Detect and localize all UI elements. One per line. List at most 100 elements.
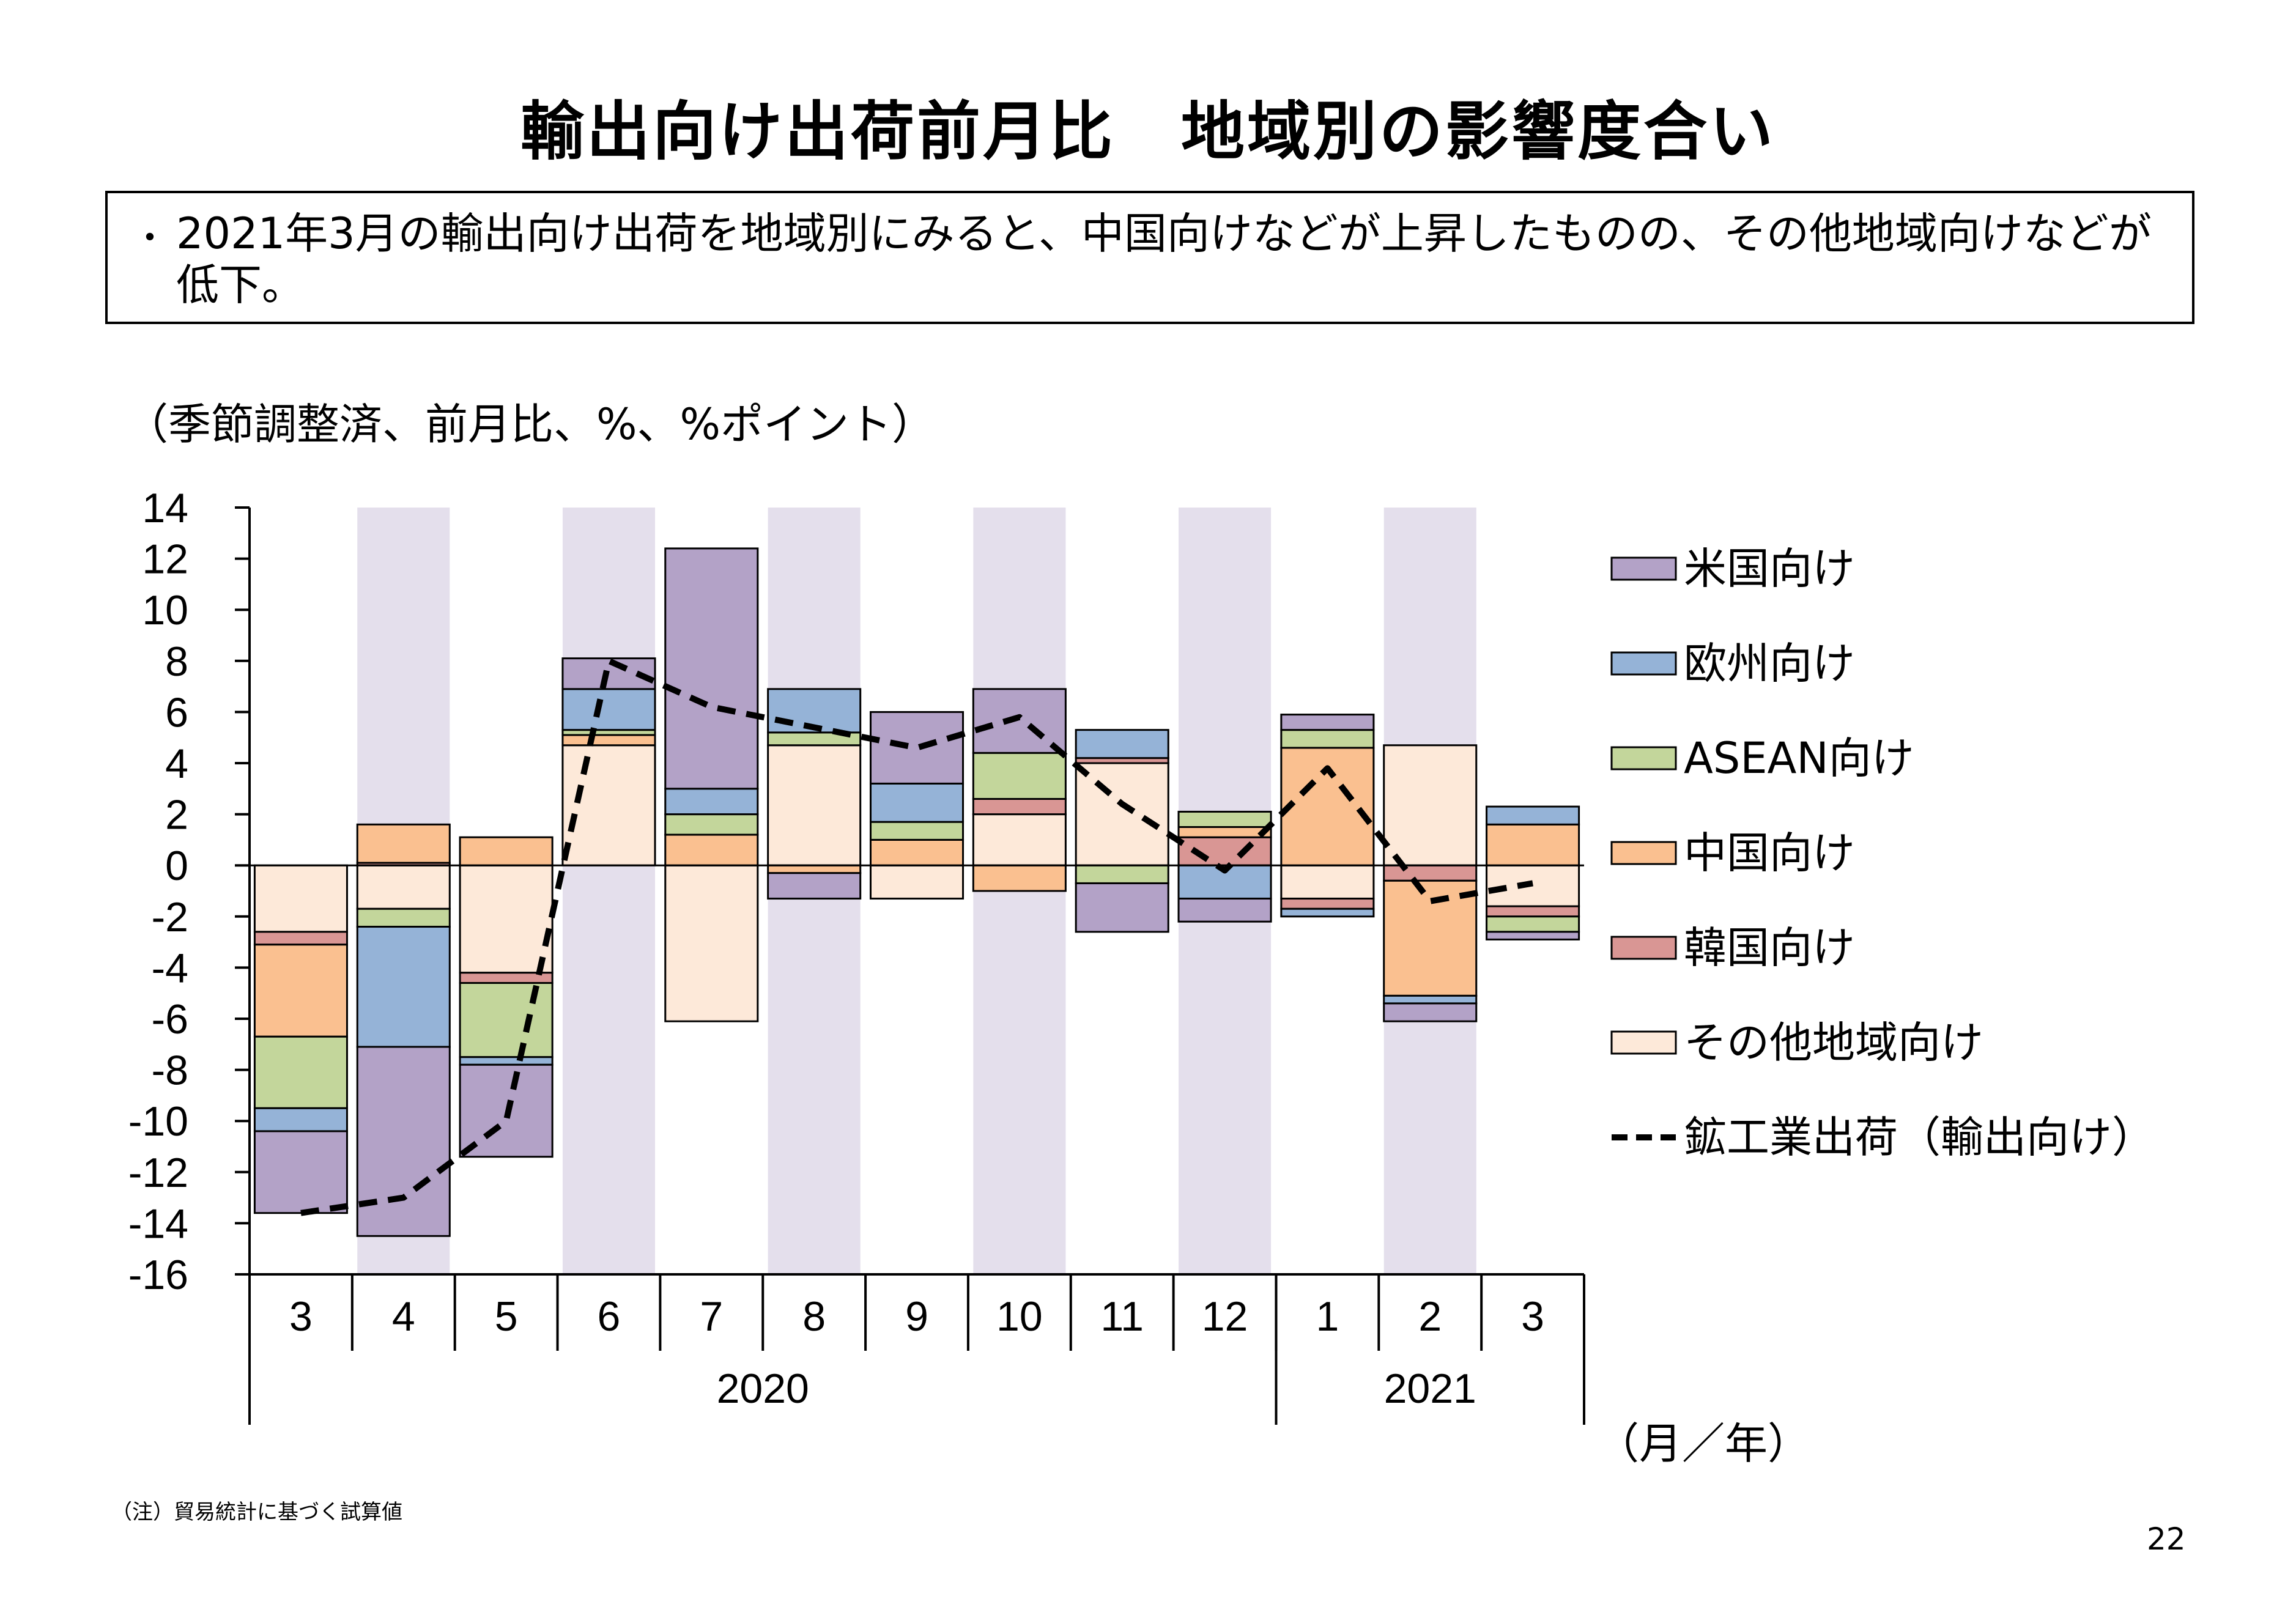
bar-segment-us <box>972 688 1067 754</box>
x-tick-label: 9 <box>905 1293 928 1340</box>
legend-swatch-china <box>1610 841 1677 865</box>
bar-segment-us <box>253 1130 348 1214</box>
bar-segment-eu <box>356 926 451 1048</box>
bar-segment-other <box>561 744 656 866</box>
background-band <box>562 508 655 1274</box>
bar-segment-china <box>459 836 554 866</box>
legend-label-line: 鉱工業出荷（輸出向け） <box>1684 1112 2155 1162</box>
bar-segment-korea <box>1280 898 1375 910</box>
bar-segment-us <box>664 547 759 790</box>
y-tick-label: -4 <box>152 945 188 991</box>
bar-segment-other <box>1383 744 1478 866</box>
bar-segment-us <box>1075 882 1169 933</box>
bar-segment-us <box>1486 931 1580 940</box>
footnote: （注）貿易統計に基づく試算値 <box>111 1500 402 1524</box>
bar-segment-other <box>972 813 1067 866</box>
bar-segment-us <box>869 711 965 785</box>
bar-segment-other <box>767 744 862 866</box>
bar-segment-eu <box>253 1107 348 1132</box>
bar-segment-other <box>356 864 451 910</box>
bar-segment-asean <box>972 752 1067 800</box>
bar-segment-asean <box>253 1035 348 1109</box>
x-tick-label: 10 <box>996 1293 1043 1340</box>
legend-swatch-other <box>1610 1030 1677 1055</box>
bar-segment-asean <box>664 813 759 836</box>
page-title: 輸出向け出荷前月比 地域別の影響度合い <box>520 94 1776 169</box>
bar-segment-china <box>253 944 348 1038</box>
x-tick-label: 6 <box>598 1293 621 1340</box>
y-tick-label: -14 <box>128 1200 188 1247</box>
bar-segment-china <box>1486 823 1580 866</box>
bar-segment-korea <box>1486 905 1580 918</box>
summary-text: 2021年3月の輸出向け出荷を地域別にみると、中国向けなどが上昇したものの、その… <box>176 209 2152 310</box>
x-unit-label: （月／年） <box>1596 1419 1810 1469</box>
summary-bullet: ・ <box>132 217 168 259</box>
bar-segment-eu <box>1383 994 1478 1005</box>
y-tick-label: 10 <box>142 587 188 634</box>
bar-segment-asean <box>1075 864 1169 884</box>
x-tick-label: 5 <box>495 1293 518 1340</box>
legend-label-eu: 欧州向け <box>1684 638 1855 689</box>
bar-segment-eu <box>1280 907 1375 918</box>
bar-segment-china <box>869 838 965 866</box>
bar-segment-korea <box>972 798 1067 816</box>
y-tick-label: -8 <box>152 1047 188 1094</box>
y-tick-label: -6 <box>152 996 188 1043</box>
bar-segment-asean <box>1177 810 1272 829</box>
y-tick-label: 2 <box>165 792 188 838</box>
total-line-layer <box>300 657 1533 1216</box>
legend-label-china: 中国向け <box>1684 828 1855 878</box>
x-tick-label: 3 <box>1521 1293 1544 1340</box>
bar-segment-asean <box>356 907 451 928</box>
bar-segment-eu <box>1075 729 1169 759</box>
bar-segment-other <box>664 864 759 1022</box>
bar-segment-china <box>664 833 759 866</box>
legend-swatch-eu <box>1610 651 1677 676</box>
x-tick-label: 8 <box>802 1293 826 1340</box>
bar-segment-us <box>1280 714 1375 731</box>
bar-segment-china <box>1383 879 1478 997</box>
x-tick-label: 3 <box>289 1293 313 1340</box>
legend-label-korea: 韓国向け <box>1684 923 1855 973</box>
x-tick-label: 11 <box>1100 1293 1144 1340</box>
x-tick-label: 4 <box>392 1293 415 1340</box>
x-tick-label: 7 <box>700 1293 723 1340</box>
legend-label-other: その他地域向け <box>1684 1018 1983 1068</box>
bar-segment-eu <box>664 788 759 816</box>
y-tick-label: 14 <box>142 485 188 531</box>
bar-segment-us <box>1177 898 1272 923</box>
bar-segment-korea <box>253 931 348 946</box>
total-line <box>300 657 1533 1216</box>
legend-label-asean: ASEAN向け <box>1684 733 1914 783</box>
bar-segment-china <box>972 864 1067 892</box>
bar-segment-eu <box>869 782 965 823</box>
y-tick-label: -2 <box>152 894 188 940</box>
y-tick-label: 4 <box>165 741 188 787</box>
unit-note: （季節調整済、前月比、%、%ポイント） <box>125 399 935 449</box>
page-number: 22 <box>2147 1521 2186 1557</box>
x-tick-label: 12 <box>1202 1293 1248 1340</box>
bar-segment-eu <box>1486 805 1580 826</box>
year-label: 2021 <box>1384 1365 1476 1412</box>
bar-segment-other <box>869 864 965 900</box>
bar-segment-china <box>356 823 451 864</box>
bar-segment-china <box>561 734 656 747</box>
summary-box: ・ 2021年3月の輸出向け出荷を地域別にみると、中国向けなどが上昇したものの、… <box>105 191 2194 324</box>
y-tick-label: 8 <box>165 638 188 685</box>
legend-swatch-asean <box>1610 746 1677 770</box>
bar-segment-asean <box>1280 729 1375 749</box>
bar-segment-us <box>767 872 862 900</box>
y-tick-label: -16 <box>128 1252 188 1298</box>
year-label: 2020 <box>717 1365 809 1412</box>
bar-segment-asean <box>869 821 965 841</box>
bar-segment-other <box>1280 864 1375 900</box>
bar-segment-china <box>1177 826 1272 838</box>
stacked-bars <box>253 547 1580 1237</box>
y-tick-label: -12 <box>128 1150 188 1196</box>
bar-segment-korea <box>1383 864 1478 882</box>
bar-segment-us <box>356 1046 451 1237</box>
legend-swatch-korea <box>1610 936 1677 960</box>
bar-segment-asean <box>459 981 554 1058</box>
bar-segment-other <box>459 864 554 974</box>
